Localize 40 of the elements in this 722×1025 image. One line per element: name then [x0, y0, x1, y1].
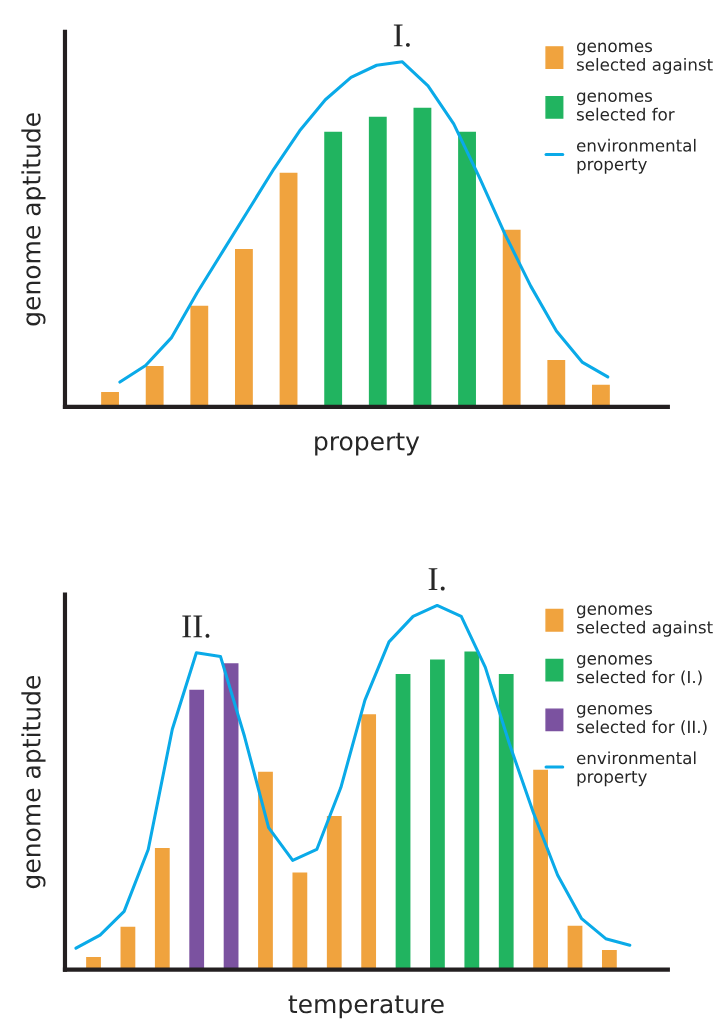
- bar: [547, 359, 566, 407]
- bar: [154, 848, 170, 970]
- bar: [464, 651, 480, 970]
- bar: [601, 949, 617, 970]
- bar: [458, 131, 476, 407]
- bar: [145, 365, 164, 407]
- text: I.: [428, 568, 445, 591]
- bar: [413, 107, 432, 407]
- bar: [189, 689, 205, 970]
- bar: [533, 769, 548, 970]
- bar: [361, 714, 377, 970]
- bar: [324, 131, 343, 407]
- x-axis-title: temperature: [288, 995, 444, 1019]
- x-axis-title: property: [315, 432, 420, 456]
- bar: [279, 172, 298, 407]
- text: I.: [393, 24, 410, 47]
- legend-label: environmental property: [576, 751, 696, 787]
- annotation: II.: [182, 615, 210, 638]
- legend-label: genomes selected for: [576, 92, 675, 121]
- bar: [498, 674, 514, 970]
- bar: [567, 925, 583, 970]
- bar: [326, 815, 342, 970]
- bar: [368, 116, 387, 407]
- y-axis-title: genome aptitude: [21, 675, 46, 889]
- bar: [235, 248, 253, 407]
- bar: [258, 771, 273, 970]
- legend-label: genomes selected for (II.): [576, 704, 707, 736]
- bar: [395, 674, 411, 970]
- bar: [591, 384, 610, 407]
- bar: [430, 659, 445, 970]
- bar: [120, 926, 136, 970]
- legend-label: genomes selected for (I.): [576, 655, 702, 686]
- legend-label: genomes selected against: [576, 605, 713, 637]
- bar: [292, 872, 308, 970]
- bar: [502, 229, 521, 407]
- bar: [223, 663, 239, 970]
- bar: [190, 305, 209, 407]
- y-axis-title: genome aptitude: [21, 113, 46, 326]
- legend-label: genomes selected against: [576, 42, 713, 75]
- legend-label: environmental property: [576, 138, 696, 174]
